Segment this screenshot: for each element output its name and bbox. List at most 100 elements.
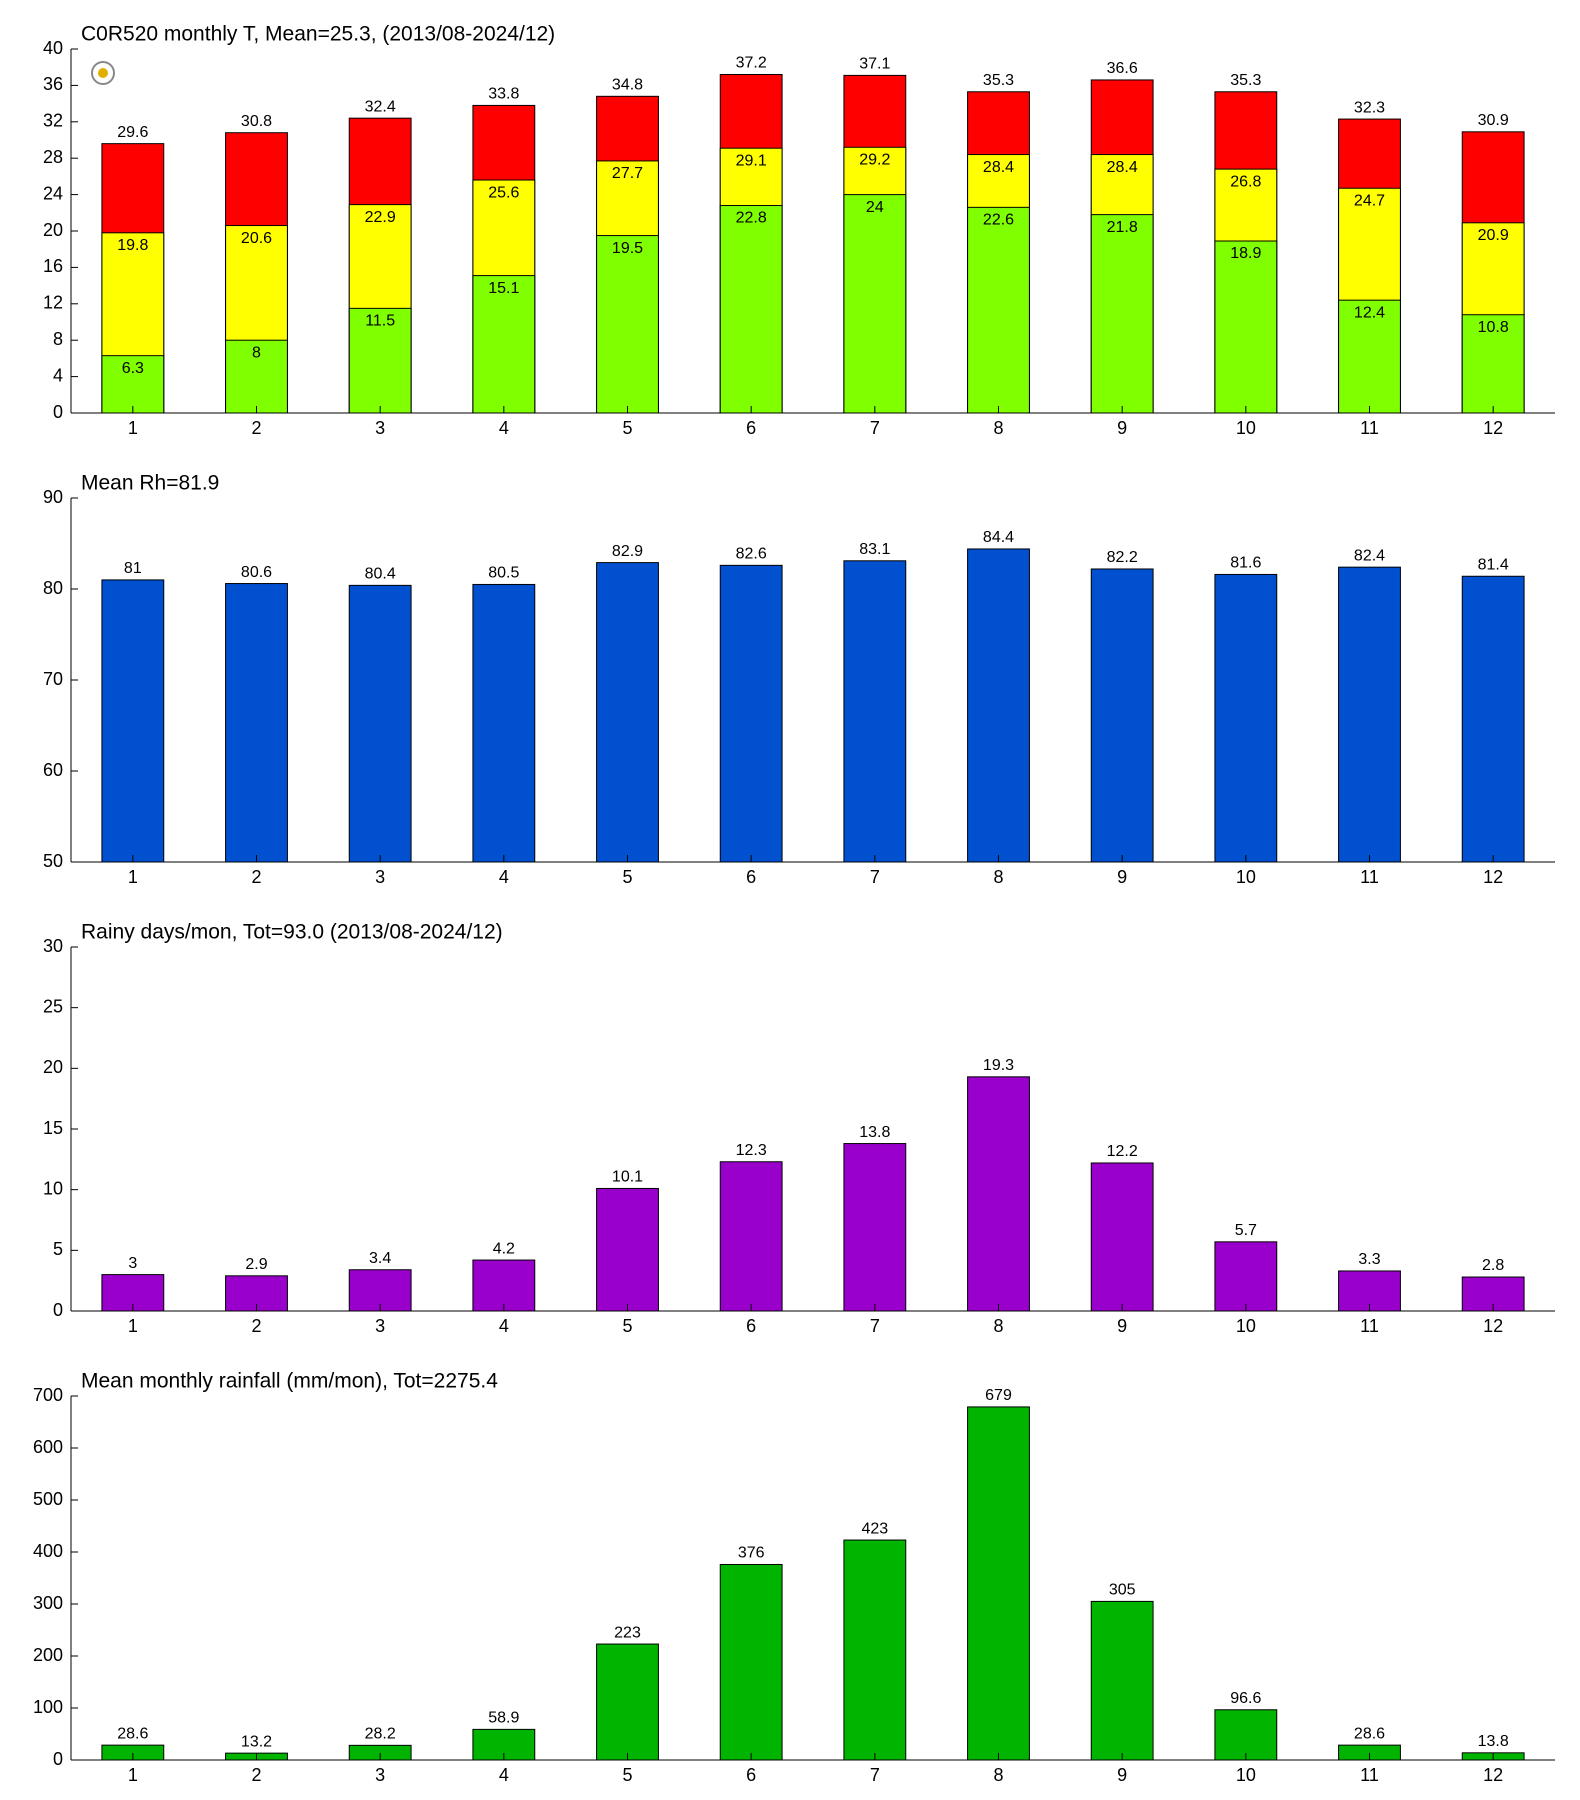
value-label: 20.6 bbox=[241, 230, 272, 247]
value-label: 25.6 bbox=[488, 184, 519, 201]
value-label: 28.6 bbox=[117, 1725, 148, 1742]
value-label: 6.3 bbox=[122, 360, 144, 377]
value-label: 18.9 bbox=[1230, 245, 1261, 262]
y-tick-label: 5 bbox=[53, 1239, 63, 1259]
x-tick-label: 5 bbox=[622, 867, 632, 887]
value-label: 3.4 bbox=[369, 1250, 391, 1267]
value-label: 24.7 bbox=[1354, 192, 1385, 209]
value-label: 12.3 bbox=[736, 1142, 767, 1159]
value-label: 80.5 bbox=[488, 565, 519, 582]
bar bbox=[225, 339, 288, 414]
x-tick-label: 6 bbox=[746, 1765, 756, 1785]
bar bbox=[843, 560, 907, 863]
value-label: 13.8 bbox=[1478, 1733, 1509, 1750]
value-label: 2.8 bbox=[1482, 1257, 1504, 1274]
y-tick-label: 70 bbox=[43, 669, 63, 689]
value-label: 24 bbox=[866, 199, 884, 216]
value-label: 22.9 bbox=[365, 209, 396, 226]
x-tick-label: 7 bbox=[870, 1316, 880, 1336]
bar bbox=[843, 194, 907, 414]
x-tick-label: 2 bbox=[251, 418, 261, 438]
x-tick-label: 3 bbox=[375, 418, 385, 438]
value-label: 82.9 bbox=[612, 543, 643, 560]
bar bbox=[967, 1406, 1030, 1761]
bar bbox=[967, 1076, 1030, 1312]
x-tick-label: 2 bbox=[251, 867, 261, 887]
y-tick-label: 4 bbox=[53, 365, 63, 385]
bar bbox=[596, 1643, 659, 1761]
x-tick-label: 10 bbox=[1236, 867, 1256, 887]
y-tick-label: 60 bbox=[43, 760, 63, 780]
x-tick-label: 3 bbox=[375, 1316, 385, 1336]
x-tick-label: 2 bbox=[251, 1765, 261, 1785]
x-tick-label: 6 bbox=[746, 418, 756, 438]
y-tick-label: 300 bbox=[33, 1593, 63, 1613]
y-tick-label: 10 bbox=[43, 1178, 63, 1198]
value-label: 29.2 bbox=[859, 151, 890, 168]
y-tick-label: 80 bbox=[43, 578, 63, 598]
y-tick-label: 8 bbox=[53, 329, 63, 349]
value-label: 35.3 bbox=[983, 72, 1014, 89]
x-tick-label: 11 bbox=[1360, 418, 1379, 438]
bar bbox=[843, 1143, 907, 1312]
y-tick-label: 24 bbox=[43, 183, 63, 203]
value-label: 27.7 bbox=[612, 165, 643, 182]
chart-title: C0R520 monthly T, Mean=25.3, (2013/08-20… bbox=[81, 23, 555, 46]
value-label: 19.8 bbox=[117, 237, 148, 254]
value-label: 29.1 bbox=[736, 152, 767, 169]
value-label: 20.9 bbox=[1478, 227, 1509, 244]
value-label: 37.2 bbox=[736, 55, 767, 72]
value-label: 28.4 bbox=[1107, 159, 1138, 176]
value-label: 32.3 bbox=[1354, 99, 1385, 116]
value-label: 26.8 bbox=[1230, 173, 1261, 190]
y-tick-label: 400 bbox=[33, 1541, 63, 1561]
value-label: 19.3 bbox=[983, 1057, 1014, 1074]
x-tick-label: 3 bbox=[375, 1765, 385, 1785]
value-label: 82.4 bbox=[1354, 547, 1385, 564]
x-tick-label: 10 bbox=[1236, 418, 1256, 438]
x-tick-label: 3 bbox=[375, 867, 385, 887]
value-label: 19.5 bbox=[612, 240, 643, 257]
bar bbox=[1214, 240, 1278, 414]
x-tick-label: 8 bbox=[993, 1316, 1003, 1336]
bar bbox=[472, 275, 536, 414]
x-tick-label: 4 bbox=[499, 1316, 509, 1336]
logo bbox=[91, 61, 115, 85]
y-tick-label: 28 bbox=[43, 147, 63, 167]
x-tick-label: 4 bbox=[499, 867, 509, 887]
x-tick-label: 12 bbox=[1483, 1316, 1503, 1336]
bar bbox=[719, 1161, 783, 1312]
y-tick-label: 12 bbox=[43, 293, 63, 313]
bar bbox=[1090, 568, 1154, 863]
x-tick-label: 7 bbox=[870, 1765, 880, 1785]
y-tick-label: 700 bbox=[33, 1385, 63, 1405]
value-label: 81 bbox=[124, 560, 142, 577]
x-tick-label: 10 bbox=[1236, 1765, 1256, 1785]
value-label: 5.7 bbox=[1235, 1222, 1257, 1239]
x-tick-label: 9 bbox=[1117, 1316, 1127, 1336]
y-tick-label: 36 bbox=[43, 74, 63, 94]
value-label: 22.6 bbox=[983, 212, 1014, 229]
y-tick-label: 50 bbox=[43, 851, 63, 871]
y-tick-label: 0 bbox=[53, 1300, 63, 1320]
value-label: 2.9 bbox=[245, 1256, 267, 1273]
y-tick-label: 0 bbox=[53, 402, 63, 422]
x-tick-label: 1 bbox=[128, 1316, 138, 1336]
value-label: 13.8 bbox=[859, 1124, 890, 1141]
x-tick-label: 5 bbox=[622, 1316, 632, 1336]
value-label: 21.8 bbox=[1107, 219, 1138, 236]
x-tick-label: 10 bbox=[1236, 1316, 1256, 1336]
value-label: 82.2 bbox=[1107, 549, 1138, 566]
value-label: 81.4 bbox=[1478, 556, 1509, 573]
x-tick-label: 8 bbox=[993, 418, 1003, 438]
value-label: 32.4 bbox=[365, 98, 396, 115]
value-label: 80.6 bbox=[241, 564, 272, 581]
bar bbox=[719, 1563, 783, 1761]
y-tick-label: 32 bbox=[43, 111, 63, 131]
x-tick-label: 4 bbox=[499, 418, 509, 438]
value-label: 13.2 bbox=[241, 1733, 272, 1750]
x-tick-label: 6 bbox=[746, 867, 756, 887]
bar bbox=[596, 1187, 659, 1312]
x-tick-label: 11 bbox=[1360, 867, 1379, 887]
value-label: 36.6 bbox=[1107, 60, 1138, 77]
